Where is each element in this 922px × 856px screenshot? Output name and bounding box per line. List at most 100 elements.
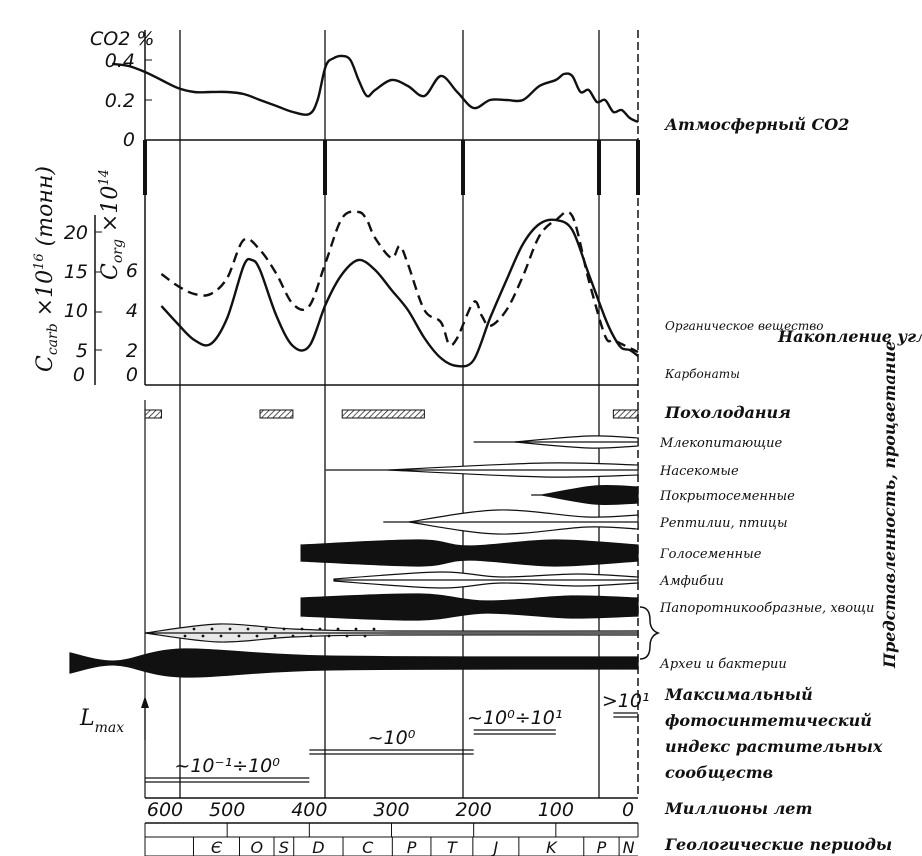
carbonates-line bbox=[160, 218, 639, 368]
periods-label: Геологические периоды bbox=[664, 835, 892, 854]
dot-pattern bbox=[318, 627, 322, 631]
co2-series bbox=[111, 54, 639, 124]
glaciation-bar bbox=[259, 409, 294, 419]
biota-label: Рептилии, птицы bbox=[659, 516, 788, 531]
biota-label: Млекопитающие bbox=[659, 436, 783, 451]
period-label: Ј bbox=[490, 838, 498, 856]
period-label: N bbox=[623, 838, 635, 856]
dot-pattern bbox=[372, 627, 376, 631]
time-tick-label: 100 bbox=[538, 799, 574, 821]
lai-range-label: ~10⁰÷10¹ bbox=[467, 707, 562, 729]
glaciation-bar bbox=[612, 409, 639, 419]
dot-pattern bbox=[363, 634, 367, 638]
dot-pattern bbox=[264, 627, 268, 631]
photosynthetic-index: Lmax ~10⁻¹÷10⁰ ~10⁰ ~10⁰÷10¹ >10¹ Максималь… bbox=[79, 685, 883, 783]
lai-range-label: ~10⁰ bbox=[368, 727, 416, 749]
biota-labels: Млекопитающие Насекомые Покрытосеменные Реп… bbox=[659, 436, 874, 672]
dot-pattern bbox=[354, 627, 358, 631]
biota-panel-label: Представленность, процветание bbox=[880, 341, 899, 669]
org-tick-label: 0 bbox=[126, 364, 138, 386]
glaciations-label: Похолодания bbox=[664, 403, 791, 422]
dot-pattern bbox=[183, 634, 187, 638]
biota-label: Амфибии bbox=[659, 574, 724, 589]
dot-pattern bbox=[300, 627, 304, 631]
time-axis-label: Миллионы лет bbox=[664, 799, 812, 818]
time-tick-label: 600 bbox=[147, 799, 183, 821]
biota-bands bbox=[69, 435, 639, 678]
dot-pattern bbox=[219, 634, 223, 638]
carb-tick-label: 5 bbox=[76, 340, 88, 362]
lai-label-line-3: индекс растительных bbox=[665, 737, 883, 756]
co2-tick-label: 0.4 bbox=[105, 50, 135, 72]
org-tick-label: 4 bbox=[126, 300, 138, 322]
carbon-panel-label: Накопление углерода bbox=[777, 327, 922, 346]
org-tick-label: 6 bbox=[126, 260, 138, 282]
org-series-label: Органическое вещество bbox=[665, 319, 823, 333]
time-tick-label: 300 bbox=[373, 799, 409, 821]
dot-pattern bbox=[192, 627, 196, 631]
co2-axis: CO2 % 0.4 0.2 0 Атмосферный CO2 bbox=[90, 28, 849, 151]
org-tick-label: 2 bbox=[126, 340, 138, 362]
biota-label: Папоротникообразные, хвощи bbox=[659, 601, 874, 616]
carbon-series bbox=[160, 210, 639, 368]
glaciation-bar bbox=[341, 409, 425, 419]
dot-pattern bbox=[237, 634, 241, 638]
dot-pattern bbox=[336, 627, 340, 631]
carb-tick-label: 10 bbox=[64, 300, 88, 322]
dot-pattern bbox=[273, 634, 277, 638]
gap-marker-left bbox=[143, 140, 147, 195]
dot-pattern bbox=[282, 627, 286, 631]
time-tick-label: 200 bbox=[456, 799, 492, 821]
time-tick-label: 500 bbox=[209, 799, 245, 821]
lai-label-line-2: фотосинтетический bbox=[665, 711, 872, 730]
period-label: P bbox=[597, 838, 607, 856]
carb-tick-label: 15 bbox=[64, 261, 88, 283]
lai-range-label: ~10⁻¹÷10⁰ bbox=[174, 755, 280, 777]
period-label: S bbox=[279, 838, 289, 856]
gap-marker-400 bbox=[323, 140, 327, 195]
dot-pattern bbox=[255, 634, 259, 638]
dot-pattern bbox=[309, 634, 313, 638]
period-label: Є bbox=[211, 838, 223, 856]
biota-label: Покрытосеменные bbox=[659, 489, 795, 504]
dot-pattern bbox=[210, 627, 214, 631]
co2-panel-label: Атмосферный CO2 bbox=[664, 115, 849, 134]
period-label: P bbox=[407, 838, 417, 856]
period-label: O bbox=[250, 838, 263, 856]
dot-pattern bbox=[246, 627, 250, 631]
lai-label-line-4: сообществ bbox=[665, 763, 773, 782]
carb-tick-label: 0 bbox=[73, 364, 85, 386]
gap-marker-60 bbox=[597, 140, 601, 195]
biota-label: Насекомые bbox=[659, 464, 739, 479]
time-tick-label: 0 bbox=[622, 799, 634, 821]
carb-tick-label: 20 bbox=[64, 222, 88, 244]
gap-marker-200 bbox=[461, 140, 465, 195]
lmax-label: Lmax bbox=[79, 706, 124, 736]
period-label: K bbox=[546, 838, 558, 856]
period-label: T bbox=[447, 838, 458, 856]
lai-label-line-1: Максимальный bbox=[664, 685, 813, 704]
dot-pattern bbox=[291, 634, 295, 638]
biota-label: Голосеменные bbox=[659, 547, 762, 562]
dot-pattern bbox=[228, 627, 232, 631]
time-tick-label: 400 bbox=[291, 799, 327, 821]
co2-unit-label: CO2 % bbox=[90, 28, 154, 50]
period-label: D bbox=[312, 838, 324, 856]
time-axis: 600 500 400 300 200 100 0 bbox=[144, 799, 639, 837]
carb-series-label: Карбонаты bbox=[664, 367, 740, 381]
lai-range-label: >10¹ bbox=[602, 690, 650, 712]
gap-marker-0 bbox=[636, 140, 640, 195]
dot-pattern bbox=[201, 634, 205, 638]
lai-ranges: ~10⁻¹÷10⁰ ~10⁰ ~10⁰÷10¹ >10¹ bbox=[145, 690, 650, 783]
carb-axis-title: Ccarb ×1016 (тонн) bbox=[32, 166, 61, 372]
dot-pattern bbox=[327, 634, 331, 638]
co2-line bbox=[111, 54, 639, 124]
glaciations bbox=[144, 409, 639, 419]
organic-matter-line bbox=[160, 210, 639, 354]
period-label: C bbox=[362, 838, 374, 856]
arrow-up-icon bbox=[141, 696, 149, 708]
biota-label: Археи и бактерии bbox=[659, 657, 787, 672]
org-axis-title: Corg ×1014 bbox=[97, 169, 126, 280]
